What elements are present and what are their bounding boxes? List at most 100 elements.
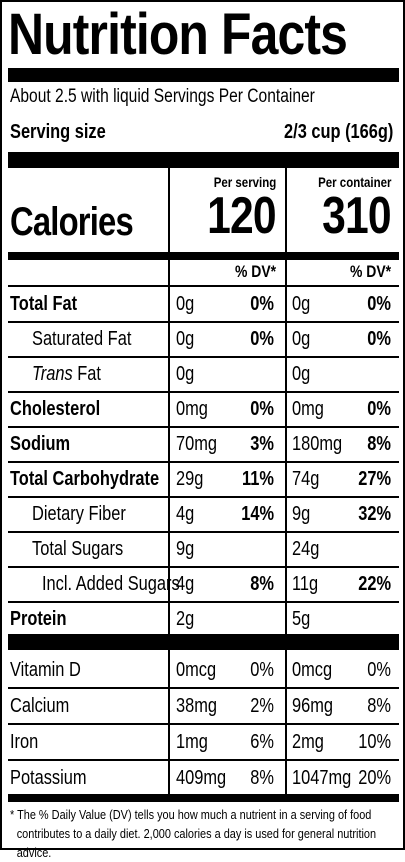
vitamin-container-dv: 8% — [367, 695, 391, 717]
serving-size-label: Serving size — [10, 121, 106, 143]
nutrient-label-rest: Fat — [72, 363, 101, 385]
calories-label: Calories — [10, 200, 134, 244]
nutrient-row-rule — [8, 531, 399, 533]
serving-size-value: 2/3 cup (166g) — [283, 121, 393, 143]
container-dv: 32% — [358, 503, 391, 525]
vitamin-serving-amount: 1mg — [176, 731, 208, 753]
protein-rule — [8, 634, 399, 650]
serving-amount: 4g — [176, 503, 195, 525]
vitamin-container-amount: 0mcg — [292, 659, 333, 681]
serving-dv: 3% — [250, 433, 274, 455]
vitamin-container-dv: 0% — [367, 659, 391, 681]
footnote-line-1: * The % Daily Value (DV) tells you how m… — [10, 807, 372, 822]
vitamin-label: Iron — [10, 731, 39, 753]
footnote-rule — [8, 794, 399, 802]
nutrient-label-italic: Trans — [32, 363, 73, 385]
container-dv: 0% — [367, 398, 391, 420]
column-divider-left — [168, 168, 170, 794]
calories-per-serving: 120 — [207, 187, 277, 245]
nutrient-label: Total Fat — [10, 293, 78, 315]
daily-value-footnote: * The % Daily Value (DV) tells you how m… — [10, 805, 396, 862]
container-amount: 5g — [292, 608, 311, 630]
nutrient-label: Incl. Added Sugars — [42, 573, 180, 595]
serving-amount: 0mg — [176, 398, 208, 420]
vitamin-row-rule — [8, 687, 399, 689]
nutrient-row-rule — [8, 321, 399, 323]
serving-dv: 11% — [242, 468, 274, 490]
label-title: Nutrition Facts — [8, 2, 348, 67]
nutrient-label: Total Sugars — [32, 538, 124, 560]
container-amount: 24g — [292, 538, 320, 560]
serving-dv: 0% — [250, 293, 274, 315]
servings-per-container: About 2.5 with liquid Servings Per Conta… — [10, 86, 315, 107]
serving-amount: 0g — [176, 328, 195, 350]
calories-per-container: 310 — [322, 187, 392, 245]
vitamin-serving-amount: 0mcg — [176, 659, 217, 681]
container-amount: 0g — [292, 328, 311, 350]
per-serving-header: Per serving — [213, 174, 276, 190]
container-dv: 27% — [358, 468, 391, 490]
nutrient-row-rule — [8, 426, 399, 428]
container-dv: 0% — [367, 328, 391, 350]
serving-dv: 0% — [250, 398, 274, 420]
column-divider-right — [285, 168, 287, 794]
nutrient-row-rule — [8, 461, 399, 463]
container-amount: 180mg — [292, 433, 343, 455]
container-dv: 8% — [367, 433, 391, 455]
vitamin-container-amount: 96mg — [292, 695, 334, 717]
vitamin-container-dv: 20% — [358, 767, 391, 789]
footnote-line-2: contributes to a daily diet. 2,000 calor… — [16, 826, 377, 860]
serving-amount: 0g — [176, 293, 195, 315]
container-amount: 0g — [292, 293, 311, 315]
serving-amount: 29g — [176, 468, 204, 490]
nutrient-row-rule — [8, 391, 399, 393]
nutrient-label: Cholesterol — [10, 398, 101, 420]
nutrient-label: Saturated Fat — [32, 328, 132, 350]
container-amount: 0g — [292, 363, 311, 385]
vitamin-row-rule — [8, 723, 399, 725]
container-amount: 74g — [292, 468, 320, 490]
container-dv: 0% — [367, 293, 391, 315]
calories-rule — [8, 252, 399, 260]
nutrient-row-rule — [8, 601, 399, 603]
serving-dv: 8% — [250, 573, 274, 595]
nutrient-label: Trans Fat — [32, 363, 101, 386]
vitamin-serving-dv: 6% — [250, 731, 274, 753]
nutrient-label: Dietary Fiber — [32, 503, 126, 525]
nutrient-row-rule — [8, 496, 399, 498]
title-rule — [8, 68, 399, 82]
nutrient-label: Total Carbohydrate — [10, 468, 160, 490]
serving-amount: 70mg — [176, 433, 218, 455]
nutrient-label: Sodium — [10, 433, 71, 455]
container-amount: 9g — [292, 503, 311, 525]
vitamin-row-rule — [8, 759, 399, 761]
vitamin-container-dv: 10% — [358, 731, 391, 753]
vitamin-serving-dv: 2% — [250, 695, 274, 717]
vitamin-serving-amount: 409mg — [176, 767, 227, 789]
serving-amount: 9g — [176, 538, 195, 560]
nutrient-row-rule — [8, 566, 399, 568]
vitamin-label: Vitamin D — [10, 659, 81, 681]
vitamin-serving-amount: 38mg — [176, 695, 218, 717]
serving-amount: 2g — [176, 608, 195, 630]
nutrient-row-rule — [8, 356, 399, 358]
nutrient-label: Protein — [10, 608, 67, 630]
container-dv-header: % DV* — [349, 262, 391, 281]
per-container-header: Per container — [317, 174, 391, 190]
serving-size-rule — [8, 152, 399, 168]
serving-amount: 0g — [176, 363, 195, 385]
vitamin-container-amount: 2mg — [292, 731, 324, 753]
container-dv: 22% — [358, 573, 391, 595]
vitamin-container-amount: 1047mg — [292, 767, 352, 789]
dv-header-rule — [8, 285, 399, 287]
container-amount: 11g — [292, 573, 319, 595]
vitamin-serving-dv: 8% — [250, 767, 274, 789]
vitamin-label: Calcium — [10, 695, 70, 717]
container-amount: 0mg — [292, 398, 324, 420]
serving-dv: 14% — [241, 503, 274, 525]
serving-amount: 4g — [176, 573, 195, 595]
serving-dv: 0% — [250, 328, 274, 350]
vitamin-label: Potassium — [10, 767, 87, 789]
serving-dv-header: % DV* — [234, 262, 276, 281]
